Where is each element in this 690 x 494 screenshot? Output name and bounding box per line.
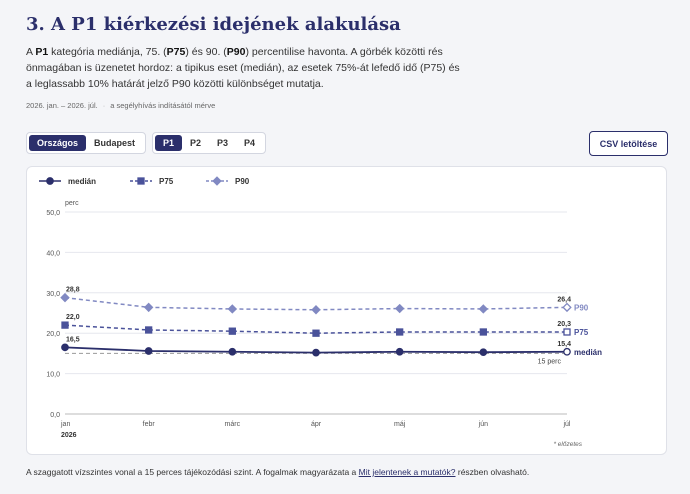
x-tick-label: ápr	[311, 421, 322, 428]
data-point	[396, 328, 404, 336]
data-point	[312, 348, 320, 357]
data-point	[61, 321, 69, 329]
footnote: A szaggatott vízszintes vonal a 15 perce…	[26, 467, 529, 477]
desc-bold-p90: P90	[226, 46, 246, 58]
metrics-help-link[interactable]: Mit jelentenek a mutatók?	[358, 467, 456, 477]
region-button-budapest[interactable]: Budapest	[86, 135, 143, 151]
data-point	[145, 326, 153, 334]
data-point	[563, 347, 571, 356]
y-tick-label: 40,0	[46, 250, 60, 257]
desc-bold-p75: P75	[166, 46, 186, 58]
category-button-p3[interactable]: P3	[209, 135, 236, 151]
data-point	[394, 303, 405, 314]
y-tick-label: 10,0	[46, 372, 60, 379]
y-tick-label: 30,0	[46, 291, 60, 298]
preliminary-note: * előzetes	[553, 441, 582, 448]
data-point	[144, 347, 153, 355]
series-end-label: P90	[574, 303, 589, 312]
legend-label: medián	[68, 177, 96, 186]
data-point	[311, 305, 321, 315]
x-tick-label: máj	[394, 421, 406, 428]
x-tick-label: márc	[225, 421, 241, 428]
category-button-p4[interactable]: P4	[236, 135, 263, 151]
data-label-last: 20,3	[557, 321, 571, 328]
footnote-text-end: részben olvasható.	[455, 467, 530, 477]
data-point	[562, 302, 572, 313]
data-point	[312, 329, 320, 337]
data-label-last: 15,4	[557, 341, 571, 348]
x-tick-label: júl	[562, 421, 570, 428]
y-tick-label: 0,0	[50, 412, 60, 419]
y-tick-label: 20,0	[46, 331, 60, 338]
x-tick-label: jan	[60, 421, 70, 428]
region-toggle: Országos Budapest	[26, 132, 147, 154]
x-tick-label: febr	[143, 421, 156, 428]
footnote-text: A szaggatott vízszintes vonal a 15 perce…	[26, 467, 359, 477]
category-button-p2[interactable]: P2	[182, 135, 209, 151]
desc-part-1: A	[26, 46, 36, 58]
reference-line-label: 15 perc	[538, 358, 562, 365]
legend-label: P90	[235, 177, 250, 186]
chart-panel: 0,0 10,0 20,0 30,0 40,0 50,0 perc jan febr márc áp…	[26, 166, 667, 455]
data-point	[479, 348, 488, 357]
desc-part-2: kategória mediánja, 75. (	[48, 46, 167, 58]
category-button-p1[interactable]: P1	[155, 135, 183, 151]
desc-part-3: ) és 90. (	[185, 46, 227, 58]
data-point	[61, 343, 69, 352]
legend-marker	[137, 177, 145, 185]
data-point	[478, 304, 489, 314]
category-toggle: P1 P2 P3 P4	[152, 132, 267, 154]
region-button-orszagos[interactable]: Országos	[29, 135, 87, 151]
period-range: 2026. jan. – 2026. júl.	[26, 101, 98, 110]
series-end-label: medián	[574, 348, 602, 357]
csv-download-button[interactable]: CSV letöltése	[589, 131, 668, 156]
data-point	[60, 292, 70, 303]
x-year-label: 2026	[61, 432, 77, 439]
x-tick-label: jún	[478, 421, 488, 428]
desc-bold-p1: P1	[35, 46, 49, 58]
desc-part-4: ) percentilise havonta. A görbék közötti…	[26, 46, 460, 90]
series-end-label: P75	[574, 328, 589, 337]
page-title: 3. A P1 kiérkezési idejének alakulása	[26, 14, 401, 35]
legend-marker	[46, 177, 54, 185]
legend-label: P75	[159, 177, 174, 186]
data-point	[563, 328, 571, 336]
line-chart: 0,0 10,0 20,0 30,0 40,0 50,0 perc jan febr márc áp…	[39, 176, 602, 448]
chart-description: A P1 kategória mediánja, 75. (P75) és 90…	[26, 44, 466, 92]
data-point	[228, 327, 236, 335]
period-note: a segélyhívás indításától mérve	[110, 101, 216, 110]
period-meta: 2026. jan. – 2026. júl. · a segélyhívás in…	[26, 101, 215, 110]
y-tick-label: 50,0	[46, 210, 60, 217]
data-label-first: 22,0	[66, 314, 80, 321]
data-label-first: 16,5	[66, 336, 80, 343]
data-label-first: 28,8	[66, 287, 80, 294]
data-point	[227, 304, 238, 314]
data-point	[479, 328, 487, 336]
data-label-last: 26,4	[557, 296, 571, 303]
data-point	[143, 302, 154, 313]
data-point	[228, 347, 237, 356]
meta-separator: ·	[102, 101, 106, 110]
legend-marker	[212, 176, 222, 186]
data-point	[395, 347, 404, 356]
y-axis-label: perc	[65, 200, 79, 207]
